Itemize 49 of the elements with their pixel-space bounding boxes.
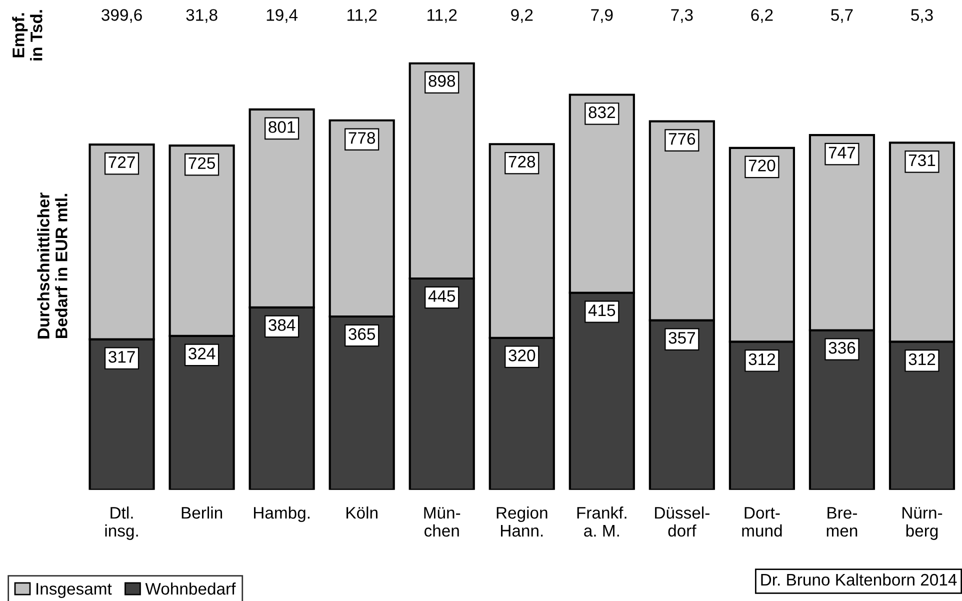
data-label: 445 <box>428 290 456 302</box>
x-tick-label: Mün- chen <box>424 507 460 537</box>
text: 11,2 <box>348 9 377 23</box>
text: 5,3 <box>911 9 933 23</box>
x-tick-label: Frankf. a. M. <box>577 506 626 537</box>
x-tick-label: Düssel- dorf <box>655 506 710 537</box>
text: 7,3 <box>671 9 693 23</box>
y-axis-title: Durchschnittlicher Bedarf in EUR mtl. <box>37 192 68 338</box>
data-label: 336 <box>828 342 856 354</box>
data-label: 415 <box>588 304 616 316</box>
x-tick-label: Dtl. insg. <box>105 506 138 540</box>
text: 19,4 <box>266 9 298 23</box>
legend-label: Wohnbedarf <box>145 582 236 595</box>
total-label: 731 <box>908 154 936 166</box>
x-tick-label: Nürn- berg <box>902 507 942 540</box>
data-label: 324 <box>188 348 216 360</box>
total-label: 898 <box>428 75 456 87</box>
data-label: 320 <box>508 350 536 362</box>
text: 6,2 <box>751 9 773 23</box>
text: Dr. Bruno Kaltenborn 2014 <box>761 573 957 586</box>
total-label: 720 <box>748 160 776 172</box>
total-label: 778 <box>348 132 376 144</box>
data-label: 317 <box>108 350 135 363</box>
x-tick-label: Bre- men <box>826 507 858 537</box>
total-label: 728 <box>508 156 536 168</box>
data-label: 357 <box>668 332 695 344</box>
text: 7,9 <box>591 9 613 23</box>
x-tick-label: Köln <box>346 506 378 519</box>
total-label: 727 <box>108 156 135 168</box>
data-label: 384 <box>268 319 296 331</box>
x-tick-label: Berlin <box>182 506 222 519</box>
text: Empf. in Tsd. <box>12 10 42 60</box>
x-tick-label: Hambg. <box>254 506 310 522</box>
total-label: 776 <box>668 132 696 145</box>
data-label: 365 <box>348 328 376 340</box>
text: 5,7 <box>831 9 853 23</box>
text: 11,2 <box>428 9 457 23</box>
total-label: 725 <box>188 157 216 170</box>
data-label: 312 <box>908 353 936 366</box>
total-label: 801 <box>268 121 295 133</box>
text: 9,2 <box>511 9 533 23</box>
data-label: 312 <box>748 353 776 366</box>
total-label: 832 <box>588 106 615 118</box>
total-label: 747 <box>828 146 856 158</box>
x-tick-label: Region Hann. <box>496 506 548 537</box>
text: 31,8 <box>186 9 218 23</box>
text: 399,6 <box>102 9 142 23</box>
x-tick-label: Dort- mund <box>742 507 782 537</box>
legend-label: Insgesamt <box>36 583 112 598</box>
